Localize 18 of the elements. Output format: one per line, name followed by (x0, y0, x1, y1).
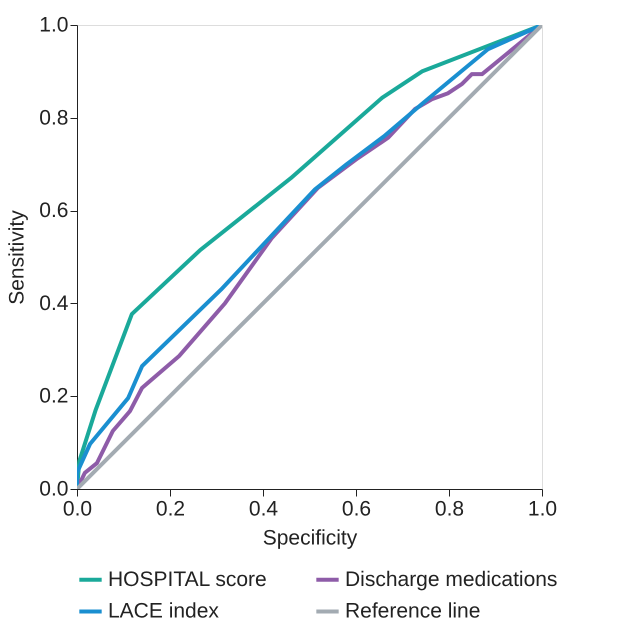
x-tick-label: 0.6 (342, 498, 372, 520)
y-axis-title: Sensitivity (5, 210, 28, 305)
x-tick-label: 0.2 (156, 498, 186, 520)
x-tick-label: 0.0 (62, 498, 92, 520)
y-tick-label: 0.8 (39, 106, 68, 130)
y-tick-label: 0.2 (39, 384, 68, 408)
x-axis-title: Specificity (262, 526, 358, 550)
legend-label: LACE index (108, 600, 220, 622)
y-tick-label: 0.4 (39, 292, 69, 315)
y-tick-label: 0.0 (39, 478, 68, 500)
x-tick-label: 0.8 (434, 498, 464, 520)
x-tick-label: 1.0 (528, 498, 558, 520)
legend-label: Discharge medications (345, 568, 558, 591)
x-tick-label: 0.4 (248, 498, 278, 520)
legend-label: HOSPITAL score (108, 568, 267, 591)
y-tick-label: 0.6 (39, 199, 68, 222)
y-tick-label: 1.0 (39, 14, 68, 36)
legend-label: Reference line (345, 600, 480, 622)
